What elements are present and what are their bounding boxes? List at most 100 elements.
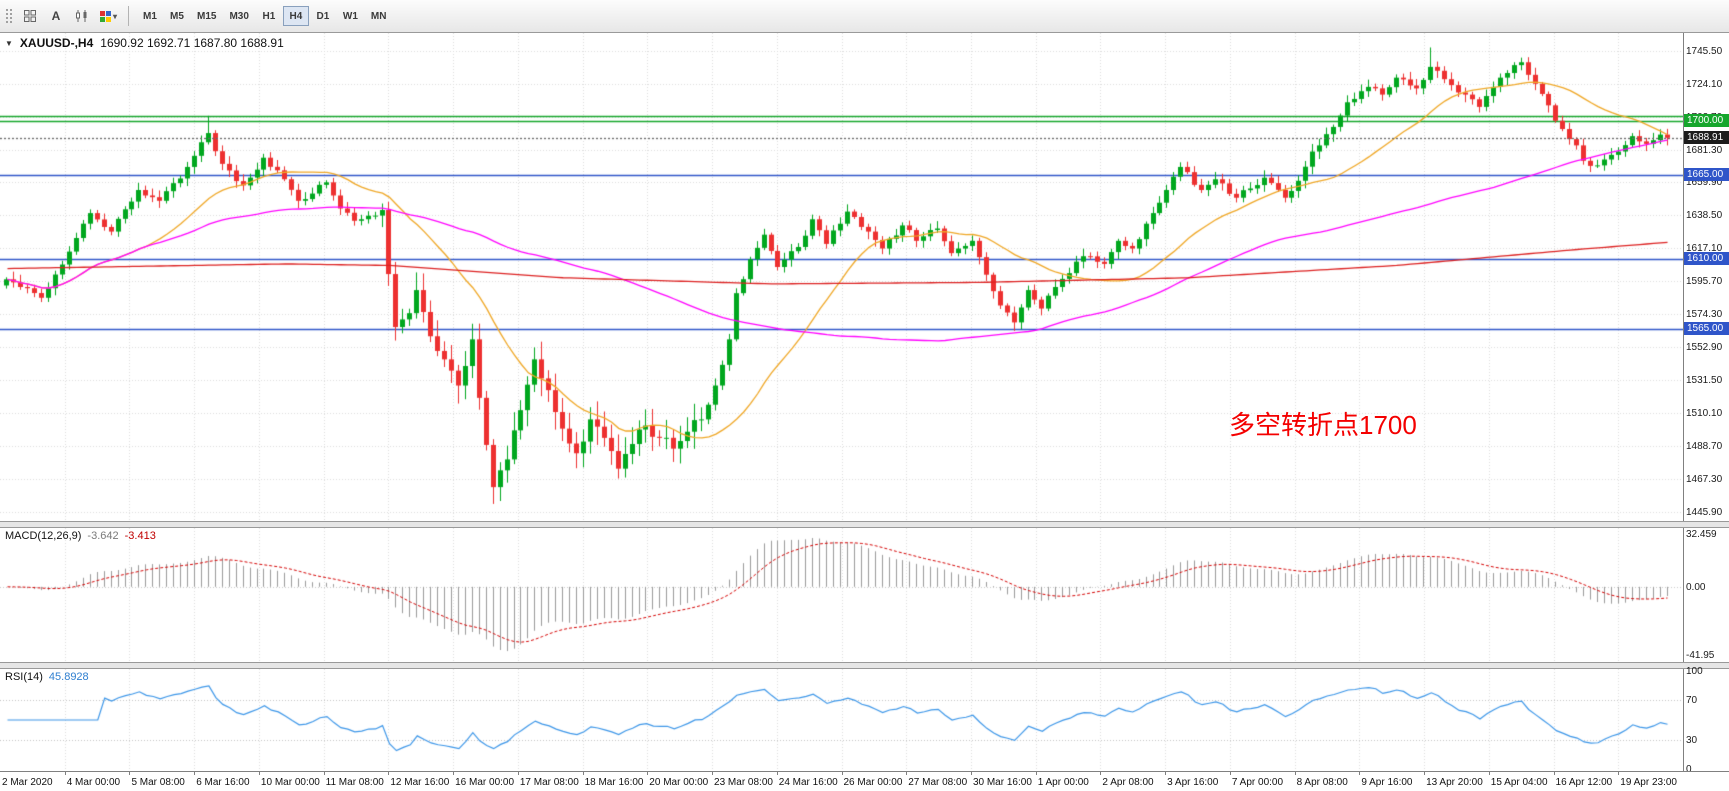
time-axis-label: 20 Mar 00:00 <box>649 777 709 788</box>
price-axis-label: 1445.90 <box>1686 506 1723 518</box>
time-axis-label: 8 Apr 08:00 <box>1296 777 1348 788</box>
time-axis-tick <box>65 772 66 775</box>
panel-splitter[interactable] <box>0 521 1729 528</box>
time-axis-tick <box>453 772 454 775</box>
toolbar: A ▾ M1 M5 M15 M30 H1 H4 D1 W1 MN <box>0 0 1729 33</box>
time-axis-tick <box>1489 772 1490 775</box>
symbol-timeframe-label: XAUUSD-,H4 <box>19 36 94 50</box>
price-axis-label: 1552.90 <box>1686 342 1723 354</box>
time-axis-tick <box>324 772 325 775</box>
time-axis-tick <box>1230 772 1231 775</box>
price-level-badge: 1610.00 <box>1684 252 1729 266</box>
price-axis-label: 1745.50 <box>1686 45 1723 57</box>
timeframe-button-h1[interactable]: H1 <box>256 6 282 26</box>
price-axis-label: 1488.70 <box>1686 441 1723 453</box>
price-chart-canvas[interactable] <box>0 33 1683 521</box>
time-axis-tick <box>583 772 584 775</box>
time-axis-label: 23 Mar 08:00 <box>714 777 773 788</box>
macd-canvas[interactable] <box>0 528 1683 662</box>
chart-grid-button[interactable] <box>18 5 42 27</box>
rsi-panel: RSI(14) 45.8928 100 70 30 0 <box>0 666 1729 775</box>
timeframe-button-h4[interactable]: H4 <box>282 6 309 26</box>
time-axis-label: 7 Apr 00:00 <box>1231 777 1284 788</box>
time-axis-label: 15 Apr 04:00 <box>1490 777 1548 788</box>
timeframe-button-m15[interactable]: M15 <box>191 6 222 26</box>
macd-title: MACD(12,26,9) -3.642 -3.413 <box>5 530 156 542</box>
time-axis-tick <box>129 772 130 775</box>
time-axis-tick <box>971 772 972 775</box>
price-axis-label: 1724.10 <box>1686 78 1723 90</box>
time-axis-label: 2 Mar 2020 <box>2 777 53 788</box>
macd-signal-value: -3.413 <box>124 530 156 542</box>
time-axis-label: 16 Apr 12:00 <box>1555 777 1613 788</box>
rsi-canvas[interactable] <box>0 669 1683 771</box>
timeframe-button-m30[interactable]: M30 <box>223 6 254 26</box>
time-axis-label: 1 Apr 00:00 <box>1037 777 1089 788</box>
macd-axis-label: -41.95 <box>1686 650 1715 662</box>
price-panel: ▼ XAUUSD-,H4 1690.92 1692.71 1687.80 168… <box>0 33 1729 521</box>
chart-title: ▼ XAUUSD-,H4 1690.92 1692.71 1687.80 168… <box>5 36 284 50</box>
price-axis-label: 1510.10 <box>1686 408 1723 420</box>
macd-axis-label: 32.459 <box>1686 528 1717 540</box>
time-axis-label: 9 Apr 16:00 <box>1361 777 1413 788</box>
time-axis-tick <box>1359 772 1360 775</box>
timeframe-button-mn[interactable]: MN <box>365 6 393 26</box>
time-axis-label: 30 Mar 16:00 <box>972 777 1032 788</box>
chart-text-annotation[interactable]: 多空转折点1700 <box>1229 410 1417 440</box>
time-axis-label: 6 Mar 16:00 <box>196 777 250 788</box>
time-axis-label: 27 Mar 08:00 <box>908 777 968 788</box>
price-axis-label: 1681.30 <box>1686 144 1723 156</box>
candlestick-icon <box>76 10 87 22</box>
price-level-badge: 1700.00 <box>1684 113 1729 127</box>
time-axis-label: 4 Mar 00:00 <box>66 777 121 788</box>
time-axis-tick <box>777 772 778 775</box>
macd-label: MACD(12,26,9) <box>5 530 82 542</box>
timeframe-button-m1[interactable]: M1 <box>137 6 163 26</box>
rsi-axis-label: 100 <box>1686 666 1703 677</box>
time-axis-label: 13 Apr 20:00 <box>1426 777 1483 788</box>
price-axis-label: 1659.90 <box>1686 177 1723 189</box>
rsi-axis-label: 70 <box>1686 695 1698 707</box>
time-axis-label: 5 Mar 08:00 <box>131 777 185 788</box>
macd-main-value: -3.642 <box>87 530 119 542</box>
time-axis-tick <box>259 772 260 775</box>
time-axis-label: 11 Mar 08:00 <box>325 777 384 788</box>
time-axis-tick <box>1424 772 1425 775</box>
bid-price-badge: 1688.91 <box>1684 130 1729 144</box>
colors-dropdown-button[interactable]: ▾ <box>96 5 120 27</box>
time-axis-label: 17 Mar 08:00 <box>519 777 579 788</box>
rsi-title: RSI(14) 45.8928 <box>5 671 89 683</box>
panel-splitter[interactable] <box>0 662 1729 669</box>
colors-icon <box>99 10 111 22</box>
time-axis-tick <box>518 772 519 775</box>
toolbar-grip-handle[interactable] <box>5 7 12 25</box>
time-axis-label: 16 Mar 00:00 <box>455 777 515 788</box>
time-axis-label: 10 Mar 00:00 <box>260 777 320 788</box>
timeframe-button-m5[interactable]: M5 <box>164 6 190 26</box>
price-axis-label: 1638.50 <box>1686 210 1723 222</box>
macd-axis-label: 0.00 <box>1686 581 1706 593</box>
ohlc-values: 1690.92 1692.71 1687.80 1688.91 <box>100 36 284 50</box>
time-axis-tick <box>906 772 907 775</box>
time-axis-label: 26 Mar 00:00 <box>843 777 903 788</box>
rsi-axis-label: 0 <box>1686 764 1692 775</box>
timeframe-button-w1[interactable]: W1 <box>337 6 364 26</box>
price-level-badge: 1565.00 <box>1684 321 1729 335</box>
grid-icon <box>24 10 36 22</box>
time-axis-tick <box>842 772 843 775</box>
time-axis-tick <box>647 772 648 775</box>
price-axis-label: 1617.10 <box>1686 243 1723 255</box>
time-axis-tick <box>1295 772 1296 775</box>
text-tool-button[interactable]: A <box>44 5 68 27</box>
timeframe-button-d1[interactable]: D1 <box>310 6 336 26</box>
time-axis-label: 19 Apr 23:00 <box>1620 777 1677 788</box>
price-axis-label: 1531.50 <box>1686 375 1723 387</box>
chart-type-button[interactable] <box>70 5 94 27</box>
time-axis-tick <box>1554 772 1555 775</box>
time-axis-tick <box>1618 772 1619 775</box>
time-axis[interactable]: 2 Mar 2020 4 Mar 00:00 5 Mar 08:00 6 Mar 16… <box>0 771 1729 791</box>
time-axis-label: 12 Mar 16:00 <box>390 777 450 788</box>
time-axis-label: 2 Apr 08:00 <box>1102 777 1154 788</box>
time-axis-label: 3 Apr 16:00 <box>1167 777 1219 788</box>
